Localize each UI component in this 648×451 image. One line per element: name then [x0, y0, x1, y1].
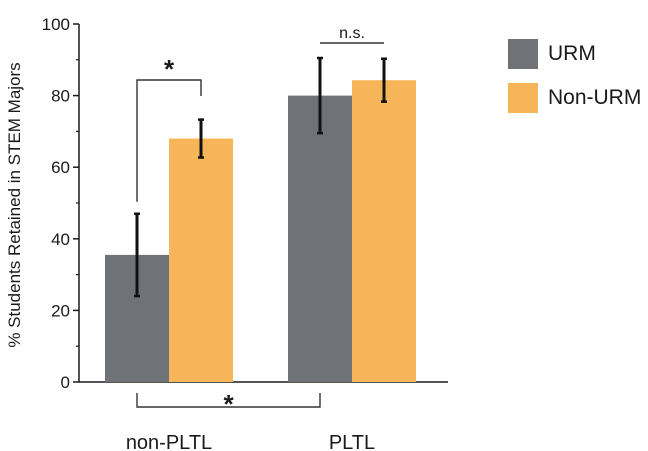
x-tick-label: non-PLTL [126, 432, 212, 451]
bar [288, 95, 352, 382]
significance-bracket-bottom [136, 393, 321, 408]
y-tick-label: 40 [51, 230, 70, 249]
error-bars-group [134, 56, 387, 298]
legend-label-non-urm: Non-URM [548, 86, 642, 109]
bar [352, 80, 416, 383]
bars-group [105, 80, 416, 383]
annotations-group: * n.s. * [136, 25, 384, 419]
y-axis-title: % Students Retained in STEM Majors [5, 62, 24, 347]
x-tick-labels: non-PLTL PLTL [126, 432, 375, 451]
legend-item-non-urm: Non-URM [508, 82, 641, 114]
y-tick-label: 100 [42, 15, 70, 34]
y-tick-label: 80 [51, 87, 70, 106]
legend-item-urm: URM [508, 38, 641, 70]
legend: URM Non-URM [508, 38, 641, 126]
y-tick-label: 20 [51, 301, 70, 320]
legend-swatch-urm [508, 39, 538, 69]
significance-marker: * [164, 54, 175, 84]
legend-label-urm: URM [548, 42, 596, 65]
legend-swatch-non-urm [508, 83, 538, 113]
y-tick-label: 0 [61, 373, 70, 392]
significance-label: n.s. [339, 25, 365, 42]
bar [169, 138, 233, 382]
x-tick-label: PLTL [329, 432, 375, 451]
y-tick-label: 60 [51, 158, 70, 177]
significance-marker: * [223, 389, 234, 419]
significance-bracket [136, 79, 202, 202]
